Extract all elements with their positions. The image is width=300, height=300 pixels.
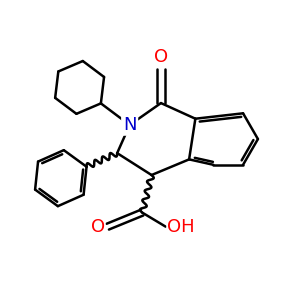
Text: O: O [154,48,168,66]
Text: O: O [91,218,105,236]
Text: OH: OH [167,218,195,236]
Text: N: N [123,116,136,134]
